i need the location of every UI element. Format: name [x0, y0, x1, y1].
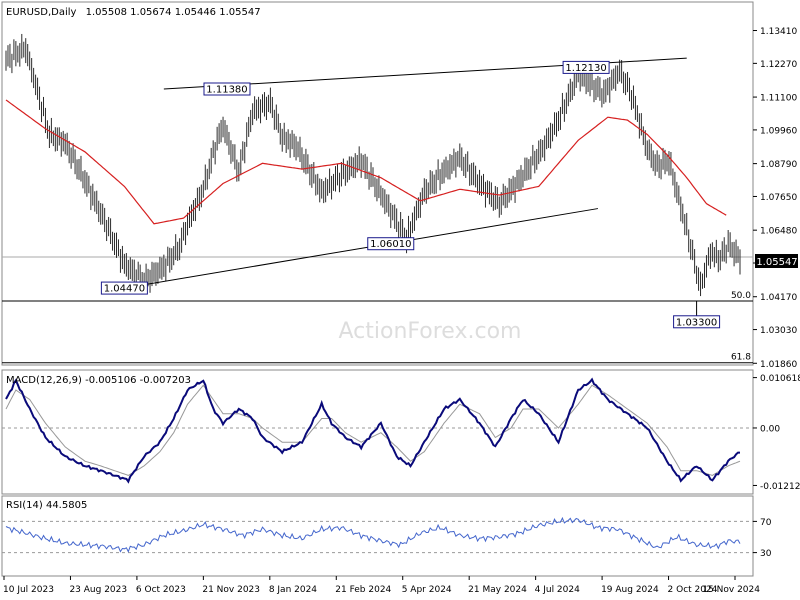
macd-panel	[1, 369, 754, 495]
current-price-box	[755, 254, 798, 268]
rsi-tick-label: 30	[760, 549, 772, 559]
price-tick-label: 1.04170	[760, 293, 797, 303]
chart-header: EURUSD,Daily 1.05508 1.05674 1.05446 1.0…	[6, 7, 261, 18]
price-axis: 1.13410 1.12270 1.11100 1.09960 1.08790 1.076…	[753, 27, 797, 370]
rsi-title: RSI(14) 44.5805	[6, 500, 87, 511]
macd-tick-label: 0.00	[760, 424, 780, 434]
time-tick-label: 15 Nov 2024	[702, 585, 760, 595]
price-label-box	[100, 281, 148, 295]
price-tick-label: 1.09960	[760, 126, 797, 136]
price-layer	[5, 33, 741, 297]
rsi-line	[5, 516, 741, 553]
price-tick-label: 1.13410	[760, 27, 797, 37]
price-label: 1.04470	[104, 284, 145, 295]
price-panel	[1, 1, 754, 366]
macd-line	[5, 377, 740, 484]
price-label-box	[367, 237, 415, 251]
price-tick-label: 1.01860	[760, 360, 797, 370]
price-label: 1.12130	[565, 63, 606, 74]
time-tick-label: 8 Jan 2024	[269, 585, 317, 595]
macd-tick-label: -0.01212	[760, 482, 800, 492]
price-tick-label: 1.06480	[760, 227, 797, 237]
trendline	[124, 208, 599, 289]
ohlc-label: 1.05508 1.05674 1.05446 1.05547	[86, 7, 261, 18]
fib-level-label: 61.8	[731, 353, 751, 363]
watermark: ActionForex.com	[339, 319, 522, 344]
time-tick-label: 23 Aug 2023	[69, 585, 127, 595]
price-tick-label: 1.03030	[760, 326, 797, 336]
time-tick-label: 21 Feb 2024	[335, 585, 391, 595]
current-price-tag: 1.05547	[755, 254, 798, 268]
price-tick-label: 1.07650	[760, 193, 797, 203]
time-tick-label: 6 Oct 2023	[136, 585, 186, 595]
time-tick-label: 2 Oct 2024	[668, 585, 718, 595]
macd-title: MACD(12,26,9) -0.005106 -0.007203	[6, 375, 191, 386]
moving-average-line	[5, 99, 727, 225]
price-tick-label: 1.11100	[760, 94, 797, 104]
rsi-panel	[1, 495, 754, 577]
time-tick-label: 21 Nov 2023	[202, 585, 260, 595]
time-tick-label: 10 Jul 2023	[3, 585, 54, 595]
price-tick-label: 1.08790	[760, 160, 797, 170]
price-tick-label: 1.12270	[760, 60, 797, 70]
time-tick-label: 4 Jul 2024	[535, 585, 580, 595]
current-price-label: 1.05547	[756, 257, 797, 268]
fib-layer: 50.0 61.8	[2, 291, 753, 364]
rsi-tick-label: 70	[760, 518, 772, 528]
price-label-box	[673, 315, 721, 329]
price-label-box	[562, 60, 610, 74]
time-tick-label: 5 Apr 2024	[402, 585, 452, 595]
time-tick-label: 19 Aug 2024	[601, 585, 659, 595]
macd-tick-label: 0.010618	[760, 374, 800, 384]
price-label: 1.11380	[206, 85, 247, 96]
price-label: 1.03300	[676, 317, 717, 328]
price-label: 1.06010	[370, 239, 411, 250]
fib-level-label: 50.0	[731, 291, 751, 301]
macd-layer: 0.010618 0.00 -0.01212	[2, 374, 800, 492]
time-tick-label: 21 May 2024	[468, 585, 527, 595]
time-axis: 10 Jul 2023 23 Aug 2023 6 Oct 2023 21 Nov 2…	[3, 576, 760, 595]
price-label-box	[203, 82, 251, 96]
symbol-label: EURUSD,Daily	[6, 7, 77, 18]
price-label-layer: 1.11380 1.12130 1.06010 1.04470 1.03300	[100, 60, 721, 329]
rsi-layer: 70 30	[2, 516, 772, 559]
macd-signal-line	[5, 384, 741, 476]
